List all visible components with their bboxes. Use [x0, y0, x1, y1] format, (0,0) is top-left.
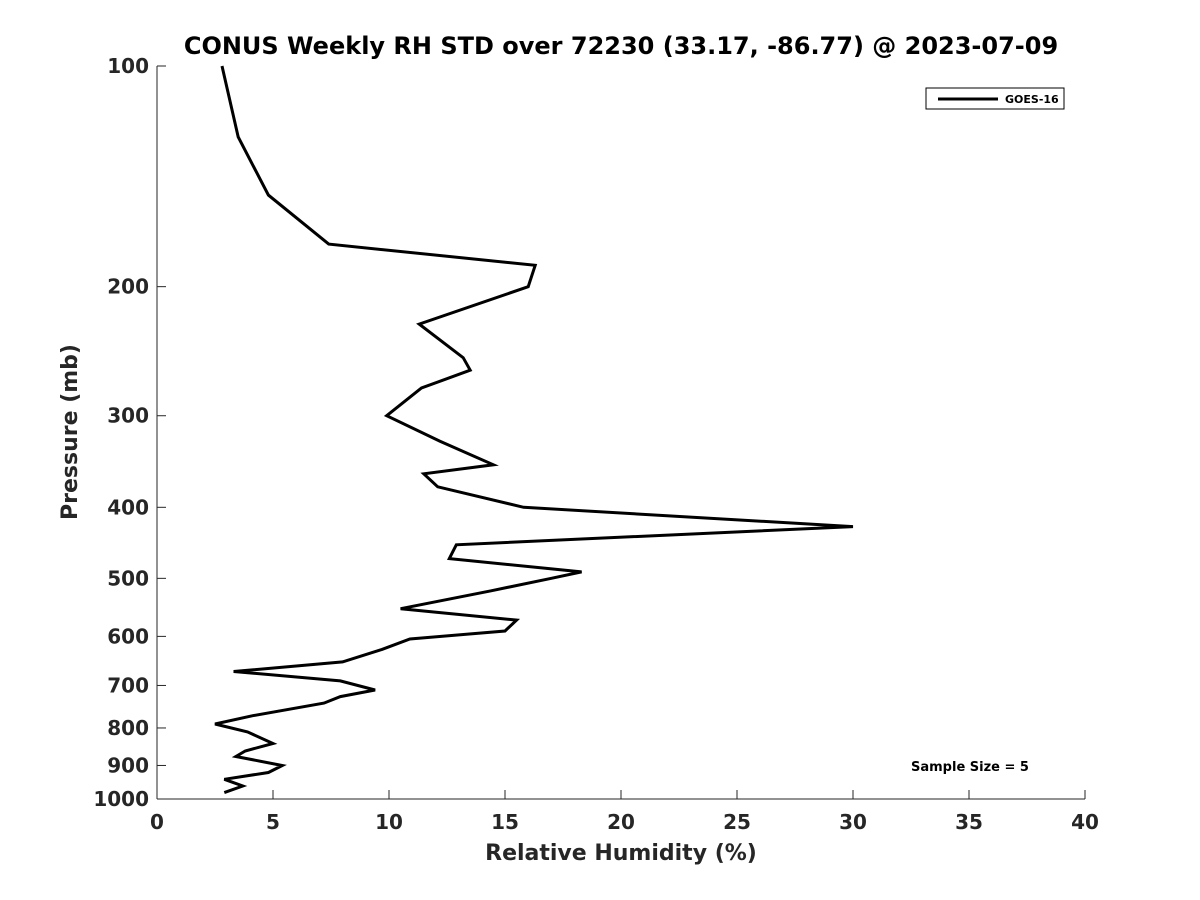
x-tick-label: 15 — [491, 810, 519, 834]
y-tick-label: 300 — [107, 404, 149, 428]
x-tick-label: 30 — [839, 810, 867, 834]
x-tick-label: 0 — [150, 810, 164, 834]
y-tick-label: 600 — [107, 624, 149, 648]
y-tick-label: 500 — [107, 566, 149, 590]
x-tick-label: 20 — [607, 810, 635, 834]
legend: GOES-16 — [925, 87, 1065, 110]
sample-size-annotation: Sample Size = 5 — [911, 760, 1029, 775]
x-tick-label: 25 — [723, 810, 751, 834]
y-tick-label: 900 — [107, 753, 149, 777]
y-tick-label: 400 — [107, 495, 149, 519]
y-tick-label: 1000 — [93, 787, 149, 811]
y-tick-label: 800 — [107, 716, 149, 740]
x-axis-label: Relative Humidity (%) — [485, 841, 757, 866]
y-tick-label: 200 — [107, 275, 149, 299]
chart-title: CONUS Weekly RH STD over 72230 (33.17, -… — [184, 32, 1058, 60]
x-tick-label: 5 — [266, 810, 280, 834]
x-tick-label: 40 — [1071, 810, 1099, 834]
plot-area: 0 5 10 15 20 25 30 35 40 100 200 300 400 500 600 700 800… — [93, 54, 1099, 834]
y-axis-label: Pressure (mb) — [58, 344, 83, 520]
series-line-goes-16 — [214, 65, 854, 795]
x-tick-label: 35 — [955, 810, 983, 834]
legend-label-goes-16: GOES-16 — [1005, 93, 1059, 106]
x-tick-label: 10 — [375, 810, 403, 834]
y-tick-label: 700 — [107, 673, 149, 697]
y-tick-label: 100 — [107, 54, 149, 78]
